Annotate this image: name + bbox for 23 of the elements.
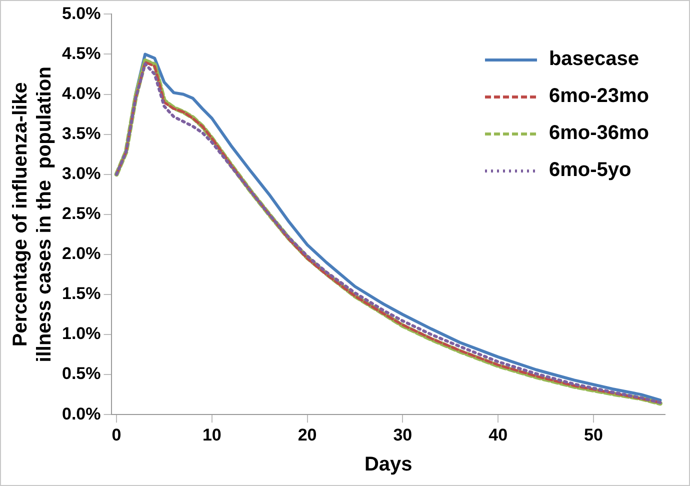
legend-label: 6mo-5yo [548, 159, 632, 182]
legend-label: 6mo-23mo [548, 85, 649, 108]
y-tick-label: 2.5% [62, 204, 101, 224]
y-axis-title: Percentage of influenza-like illness cases in the population [10, 66, 56, 362]
y-tick-label: 4.5% [62, 44, 101, 63]
legend-label: basecase [548, 48, 640, 71]
y-tick-label: 4.0% [62, 84, 101, 103]
x-tick-label: 50 [584, 425, 603, 444]
x-tick-label: 30 [393, 425, 412, 444]
x-tick-label: 10 [202, 425, 222, 444]
y-tick-label: 0.0% [62, 404, 101, 424]
legend-label: 6mo-36mo [548, 122, 649, 145]
y-tick-label: 2.0% [62, 244, 101, 264]
y-tick-label: 3.0% [62, 164, 101, 184]
x-tick-label: 40 [488, 425, 508, 444]
y-tick-label: 0.5% [62, 364, 101, 384]
y-tick-label: 1.5% [62, 284, 101, 304]
y-tick-label: 3.5% [62, 124, 101, 144]
y-tick-label: 1.0% [62, 324, 101, 344]
x-axis-title: Days [364, 454, 412, 476]
y-tick-label: 5.0% [62, 4, 101, 23]
x-tick-label: 0 [112, 425, 122, 444]
x-tick-label: 20 [298, 425, 317, 444]
